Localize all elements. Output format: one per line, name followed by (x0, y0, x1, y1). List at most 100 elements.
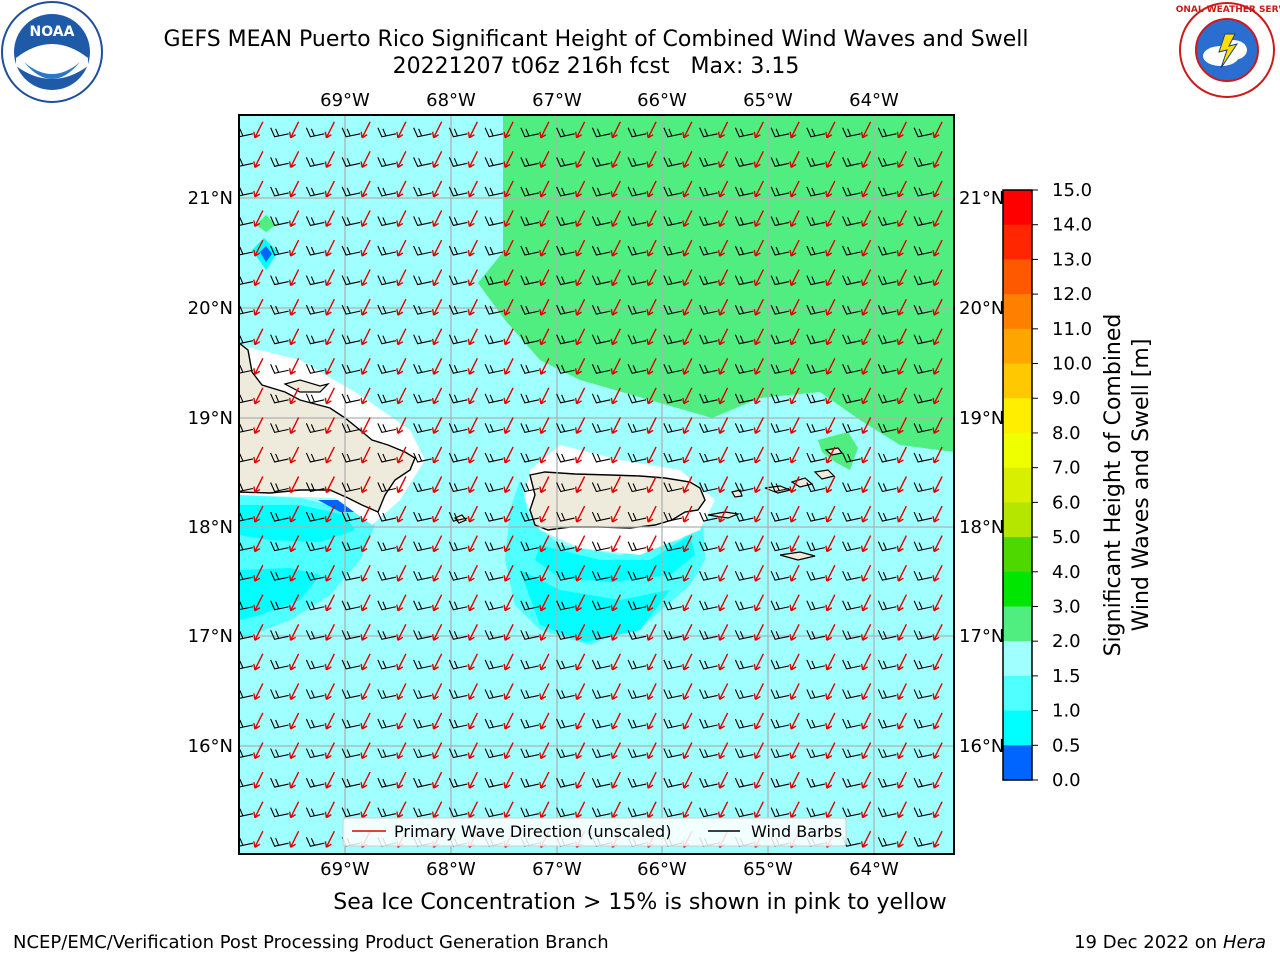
colorbar-frame (1002, 189, 1033, 781)
wave-direction-arrow (682, 683, 693, 701)
wave-direction-arrow (789, 801, 800, 819)
wave-direction-arrow (467, 771, 479, 789)
wave-direction-arrow (539, 683, 550, 701)
wind-barb (341, 364, 361, 374)
wind-barb (413, 541, 432, 552)
wind-barb (556, 245, 575, 256)
colorbar: 15.0 14.0 13.0 12.0 11.0 10.0 9.0 8.0 7.0 6.0 5.0 4… (1002, 180, 1092, 791)
wind-barb (663, 452, 682, 463)
wave-direction-arrow (467, 653, 479, 671)
wind-barb (734, 304, 754, 315)
wind-barb (663, 807, 682, 818)
wind-barb (806, 452, 825, 463)
wave-direction-arrow (539, 535, 550, 553)
wind-barb (556, 600, 575, 611)
colorbar-swatch (1003, 745, 1032, 781)
wind-barb (806, 600, 825, 611)
map-legend: Primary Wave Direction (unscaled) Wind B… (342, 817, 847, 847)
wind-barb (663, 186, 682, 197)
wind-barb (556, 482, 575, 493)
wind-barb (448, 689, 468, 700)
wind-barb (806, 570, 825, 581)
wave-direction-arrow (288, 623, 300, 641)
wind-barb (377, 600, 396, 611)
wind-barb (413, 600, 432, 611)
wind-barb (448, 748, 468, 759)
wind-barb (448, 275, 468, 286)
wave-direction-arrow (396, 357, 407, 375)
wind-barb (913, 570, 933, 581)
wave-direction-arrow (646, 239, 657, 257)
wave-direction-arrow (753, 357, 765, 375)
land-hispaniola (239, 342, 416, 513)
wind-barb (663, 541, 682, 552)
wave-direction-arrow (753, 328, 765, 346)
wave-direction-arrow (860, 712, 872, 730)
wave-direction-arrow (431, 801, 443, 819)
wave-direction-arrow (896, 180, 908, 198)
wave-direction-arrow (789, 239, 800, 257)
wind-barb (484, 186, 504, 197)
wind-barb (591, 807, 611, 818)
wind-barb (913, 807, 933, 818)
wave-direction-arrow (825, 151, 836, 168)
wave-direction-arrow (932, 742, 943, 760)
wind-barb (448, 659, 468, 670)
wind-barb (842, 748, 861, 759)
wave-direction-arrow (574, 683, 586, 701)
wind-barb (239, 335, 253, 345)
wave-direction-arrow (396, 623, 407, 641)
wave-direction-arrow (932, 357, 943, 375)
wind-barb (806, 304, 825, 315)
wave-direction-arrow (431, 180, 443, 198)
wave-direction-arrow (682, 771, 693, 789)
wave-direction-arrow (431, 505, 443, 523)
wind-barb (377, 748, 396, 759)
wave-direction-arrow (860, 505, 872, 523)
wave-direction-arrow (503, 298, 514, 316)
wind-barb (913, 216, 933, 227)
wind-barb (591, 570, 611, 581)
wave-direction-arrow (467, 801, 479, 819)
wind-barb (305, 659, 325, 670)
wind-barb (239, 305, 253, 315)
wind-barb (484, 275, 504, 286)
wave-direction-arrow (396, 269, 407, 287)
wave-direction-arrow (860, 742, 872, 760)
wind-barb (591, 541, 611, 552)
wind-barb (806, 482, 825, 493)
wind-barb (627, 127, 647, 138)
wave-direction-arrow (574, 476, 586, 494)
wave-direction-arrow (753, 505, 765, 523)
wind-barb (305, 718, 325, 729)
wave-direction-arrow (503, 387, 514, 405)
wave-direction-arrow (646, 417, 657, 434)
wave-direction-arrow (431, 239, 443, 257)
wind-barb (413, 777, 432, 788)
wave-direction-arrow (717, 683, 729, 701)
wind-barb (448, 245, 468, 256)
wind-barb (270, 718, 289, 729)
wind-barb (806, 689, 825, 700)
wind-barb (842, 600, 861, 611)
wave-direction-arrow (539, 742, 550, 760)
wave-direction-arrow (467, 742, 479, 760)
wave-direction-arrow (396, 771, 407, 789)
wind-barb (448, 423, 468, 434)
wave-direction-arrow (396, 417, 407, 434)
wind-barb (877, 689, 897, 700)
wave-direction-arrow (396, 683, 407, 701)
wave-direction-arrow (753, 298, 765, 316)
wave-direction-arrow (431, 742, 443, 760)
wave-direction-arrow (288, 121, 300, 139)
wind-barb (877, 836, 897, 847)
wave-direction-arrow (360, 712, 371, 730)
wave-direction-arrow (789, 712, 800, 730)
wind-barb (699, 482, 718, 493)
wind-barb (627, 245, 647, 256)
wind-barb (305, 275, 325, 286)
wave-direction-arrow (896, 387, 908, 405)
wave-direction-arrow (467, 505, 479, 523)
wave-direction-arrow (574, 712, 586, 730)
wind-barb (305, 127, 325, 138)
